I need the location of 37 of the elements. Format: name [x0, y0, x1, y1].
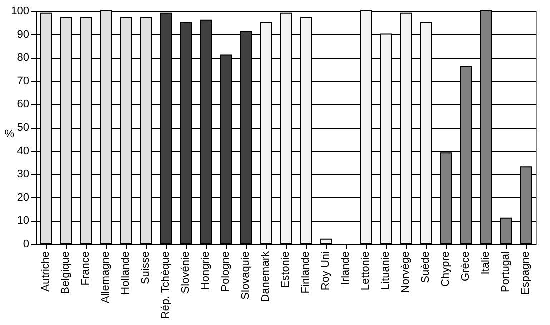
x-tick-label: Estonie	[280, 252, 292, 288]
y-axis-title: %	[4, 128, 15, 140]
x-tick-label: Espagne	[520, 252, 532, 295]
x-tick-label: Grèce	[460, 252, 472, 282]
y-tick-label: 70	[17, 75, 30, 88]
y-tick-label: 30	[17, 168, 30, 181]
x-tick-label: Norvège	[400, 252, 412, 294]
x-tick-label: Italie	[480, 252, 492, 275]
y-tick-label: 80	[17, 52, 30, 64]
y-tick-label: 100	[11, 6, 30, 18]
x-tick-label: France	[80, 252, 92, 286]
x-tick-label: Autriche	[40, 252, 52, 292]
x-tick-label: Lettonie	[360, 252, 372, 291]
y-tick-label: 20	[17, 192, 30, 204]
x-tick-label: Hollande	[120, 252, 132, 295]
x-tick-label: Suède	[420, 252, 432, 284]
y-tick-label: 50	[17, 122, 30, 134]
x-tick-label: Slovénie	[180, 252, 192, 294]
x-tick-label: Belgique	[60, 252, 72, 294]
x-tick-label: Pologne	[220, 252, 232, 292]
x-tick-label: Lituanie	[380, 252, 392, 290]
x-tick-label: Danemark	[260, 251, 272, 302]
x-tick-label: Roy Uni	[320, 252, 332, 291]
y-tick-label: 40	[17, 145, 30, 158]
x-tick-label: Finlande	[300, 252, 312, 294]
x-tick-label: Irlande	[340, 252, 352, 286]
y-tick-label: 90	[17, 28, 30, 41]
x-tick-label: Slovaquie	[240, 252, 252, 300]
x-tick-label: Rép. Tchèque	[160, 252, 172, 320]
y-tick-label: 60	[17, 98, 30, 111]
x-tick-label: Suisse	[140, 252, 152, 285]
x-tick-label: Allemagne	[100, 252, 112, 304]
y-tick-label: 10	[17, 215, 30, 228]
y-tick-label: 0	[23, 238, 30, 250]
x-tick-label: Portugal	[500, 252, 512, 292]
x-tick-label: Hongrie	[200, 252, 212, 290]
x-tick-label: Chypre	[440, 252, 452, 287]
